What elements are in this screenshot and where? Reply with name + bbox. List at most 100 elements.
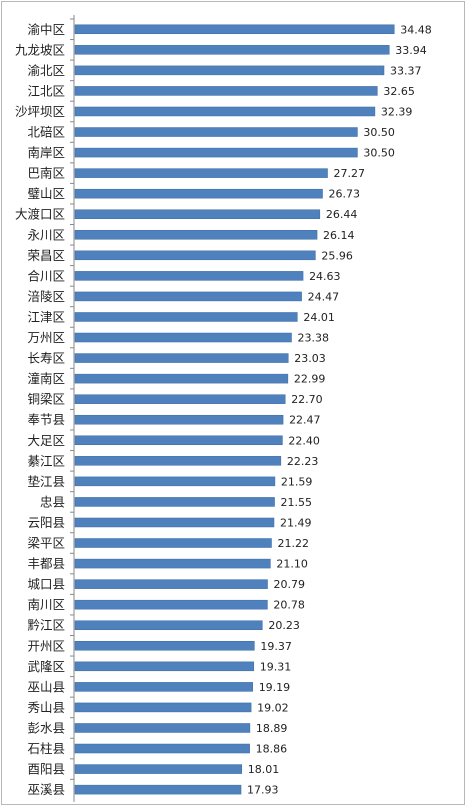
category-label: 永川区	[27, 227, 65, 242]
value-label: 22.23	[287, 455, 319, 468]
bar-大足区	[74, 435, 283, 446]
bar-永川区	[74, 230, 318, 240]
value-label: 21.10	[276, 558, 308, 571]
category-label: 铜梁区	[27, 392, 65, 407]
bar-丰都县	[74, 558, 271, 569]
category-label: 万州区	[27, 330, 65, 345]
category-label: 城口县	[27, 577, 65, 592]
bar-忠县	[74, 497, 275, 507]
bar-九龙坡区	[74, 45, 390, 55]
value-label: 22.99	[294, 373, 326, 386]
category-label: 巴南区	[27, 166, 65, 181]
bar-酉阳县	[74, 764, 243, 774]
value-label: 21.55	[281, 496, 313, 509]
category-label: 南岸区	[27, 145, 65, 160]
value-label: 22.47	[289, 414, 321, 427]
bar-石柱县	[74, 743, 250, 754]
category-label: 大渡口区	[15, 207, 65, 222]
bar-綦江区	[74, 456, 282, 466]
category-label: 江北区	[27, 83, 65, 98]
value-label: 22.70	[291, 393, 323, 406]
bar-江津区	[74, 312, 298, 322]
value-label: 17.93	[247, 784, 279, 797]
value-label: 19.37	[260, 640, 292, 653]
category-label: 秀山县	[27, 700, 65, 715]
bar-沙坪坝区	[74, 106, 376, 117]
category-label: 綦江区	[27, 453, 65, 468]
value-label: 24.47	[308, 290, 340, 303]
value-label: 18.86	[256, 743, 288, 756]
value-label: 21.59	[281, 475, 313, 488]
value-label: 32.65	[383, 85, 415, 98]
value-label: 20.78	[273, 599, 305, 612]
category-label: 渝北区	[27, 63, 65, 78]
bar-武隆区	[74, 661, 255, 672]
value-label: 34.48	[400, 23, 432, 36]
category-label: 彭水县	[27, 720, 65, 735]
category-label: 合川区	[27, 268, 65, 283]
category-label: 酉阳县	[27, 762, 65, 777]
category-label: 涪陵区	[27, 289, 65, 304]
value-label: 18.89	[256, 722, 287, 735]
bar-南川区	[74, 599, 268, 610]
bar-渝中区	[74, 24, 395, 35]
value-label: 24.63	[309, 270, 341, 283]
category-label: 璧山区	[27, 186, 65, 201]
bar-云阳县	[74, 517, 275, 528]
category-label: 巫山县	[27, 679, 65, 694]
category-label: 九龙坡区	[15, 42, 65, 57]
category-label: 丰都县	[27, 556, 65, 571]
category-label: 梁平区	[27, 536, 65, 551]
value-label: 19.19	[259, 681, 291, 694]
bar-渝北区	[74, 65, 385, 76]
bar-涪陵区	[74, 291, 302, 302]
category-label: 石柱县	[27, 741, 65, 756]
value-label: 23.38	[298, 332, 330, 345]
bar-铜梁区	[74, 394, 286, 404]
value-label: 32.39	[381, 105, 413, 118]
value-label: 26.44	[326, 208, 358, 221]
value-label: 21.49	[280, 516, 312, 529]
bar-黔江区	[74, 620, 263, 630]
value-label: 25.96	[321, 249, 353, 262]
category-label: 开州区	[27, 638, 65, 653]
value-label: 30.50	[363, 126, 395, 139]
value-label: 33.94	[395, 44, 427, 57]
bar-南岸区	[74, 147, 358, 158]
category-label: 垫江县	[27, 474, 65, 489]
bar-城口县	[74, 579, 268, 589]
category-label: 黔江区	[27, 618, 65, 633]
bar-开州区	[74, 641, 255, 651]
value-label: 20.79	[274, 578, 306, 591]
value-label: 21.22	[278, 537, 310, 550]
bar-垫江县	[74, 476, 276, 487]
category-label: 巫溪县	[27, 782, 65, 797]
category-label: 荣昌区	[27, 248, 65, 263]
bar-巫溪县	[74, 784, 242, 795]
bar-璧山区	[74, 188, 323, 199]
bar-巫山县	[74, 682, 253, 692]
bar-奉节县	[74, 414, 284, 425]
bar-万州区	[74, 332, 292, 343]
bar-长寿区	[74, 353, 289, 363]
bar-北碚区	[74, 127, 358, 137]
value-label: 22.40	[288, 434, 320, 447]
value-label: 20.23	[268, 619, 300, 632]
value-label: 24.01	[303, 311, 335, 324]
category-label: 北碚区	[27, 125, 65, 140]
bar-江北区	[74, 86, 378, 96]
value-label: 19.02	[257, 701, 289, 714]
bar-大渡口区	[74, 209, 321, 219]
bar-巴南区	[74, 168, 328, 178]
bar-秀山县	[74, 702, 252, 713]
value-label: 26.73	[329, 188, 361, 201]
value-label: 23.03	[294, 352, 326, 365]
value-label: 33.37	[390, 64, 422, 77]
category-label: 长寿区	[27, 351, 65, 366]
category-label: 武隆区	[27, 659, 65, 674]
category-label: 大足区	[27, 433, 65, 448]
value-label: 27.27	[334, 167, 366, 180]
category-label: 忠县	[40, 494, 65, 509]
